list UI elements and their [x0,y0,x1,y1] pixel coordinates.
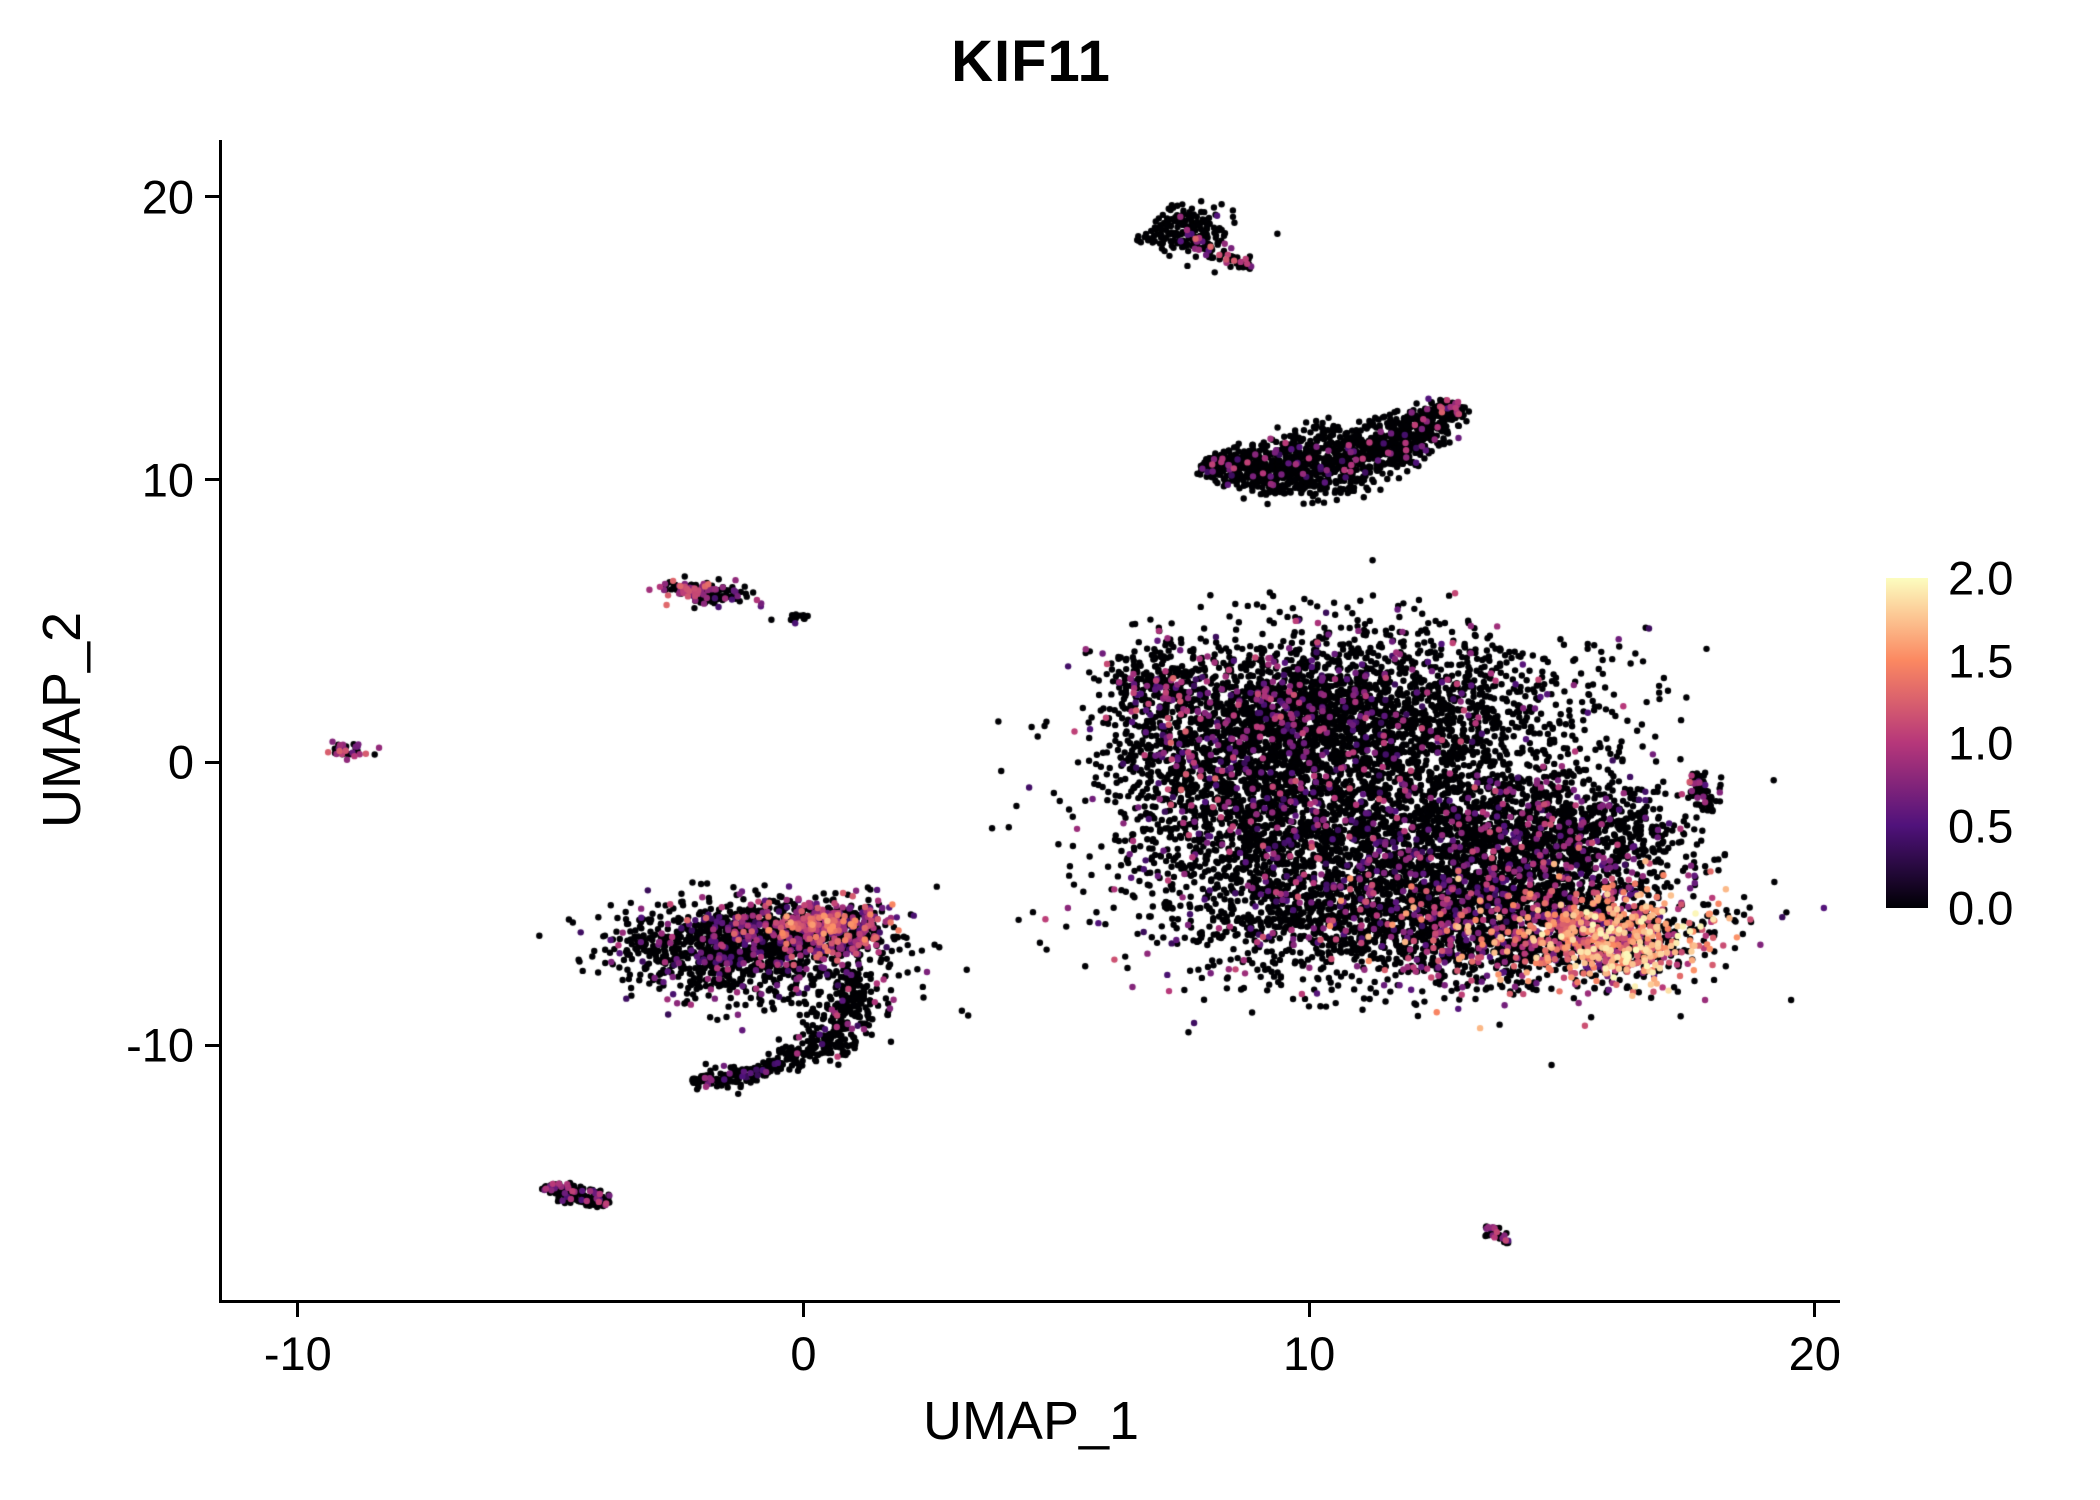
y-axis-tick-mark [205,195,219,199]
scatter-canvas [222,140,1840,1300]
y-axis-tick-mark [205,478,219,481]
x-axis-tick-label: 0 [790,1327,817,1380]
colorbar-tick-label: 0.0 [1948,881,2014,935]
y-axis-tick-mark [205,760,219,764]
colorbar-tick-label: 1.5 [1948,634,2014,687]
x-axis-tick-mark [1813,1303,1817,1317]
y-axis-tick-label: -10 [126,1018,194,1072]
x-axis-tick-mark [801,1303,805,1317]
y-axis-tick-label: 10 [141,453,194,506]
y-axis-tick-label: 0 [167,735,194,789]
colorbar-tick-label: 0.5 [1948,799,2014,852]
x-axis-label: UMAP_1 [922,1391,1140,1451]
y-axis-tick-mark [205,1043,219,1047]
colorbar-tick-label: 1.0 [1948,716,2014,770]
x-axis-tick-mark [1307,1303,1311,1317]
colorbar-gradient [1886,578,1928,908]
x-axis-tick-label: 10 [1282,1327,1336,1380]
y-axis-label: UMAP_2 [32,611,92,829]
y-axis-tick-label: 20 [141,170,194,224]
plot-title: KIF11 [951,29,1111,94]
colorbar-tick-label: 2.0 [1948,551,2014,605]
x-axis-tick-label: -10 [263,1327,332,1380]
x-axis-tick-label: 20 [1788,1327,1841,1380]
x-axis-tick-mark [296,1303,300,1317]
